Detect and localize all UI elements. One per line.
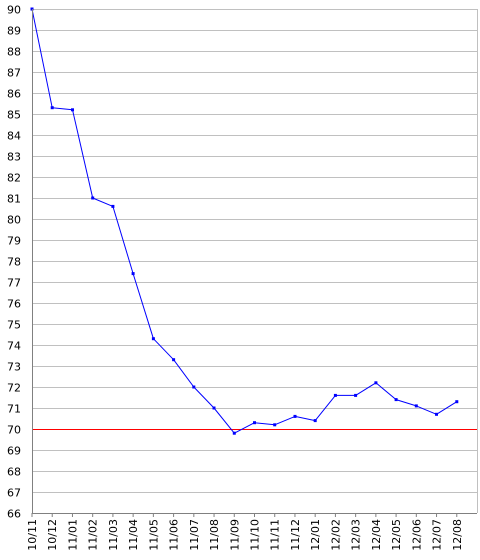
x-tick-label: 12/02 <box>329 519 342 551</box>
data-point <box>354 393 358 397</box>
data-point <box>212 406 216 410</box>
x-tick-label: 11/04 <box>127 519 140 551</box>
data-point <box>435 412 438 416</box>
x-tick-label: 12/01 <box>309 519 322 551</box>
y-tick-label: 81 <box>7 193 21 206</box>
data-point <box>455 400 459 404</box>
y-tick-labels: 66 67 68 69 70 71 72 73 74 75 76 77 78 79 80 81 82 83 84 85… <box>7 4 21 521</box>
x-tick-label: 11/05 <box>147 519 160 551</box>
x-tick-label: 11/03 <box>107 519 120 551</box>
y-tick-label: 72 <box>7 382 21 395</box>
data-point <box>91 196 95 200</box>
y-tick-label: 89 <box>7 25 21 38</box>
x-tick-label: 12/03 <box>350 519 363 551</box>
axes <box>31 9 478 517</box>
x-tick-label: 11/06 <box>168 519 181 551</box>
data-point <box>111 204 115 208</box>
data-point <box>232 431 236 435</box>
data-point <box>131 272 135 276</box>
x-tick-labels: 10/11 10/12 11/01 11/02 11/03 11/04 11/05 11/06… <box>26 519 464 551</box>
x-tick-label: 11/02 <box>87 519 100 551</box>
data-point <box>333 393 337 397</box>
data-point <box>172 358 176 362</box>
y-tick-label: 87 <box>7 67 21 80</box>
data-point <box>50 106 54 110</box>
y-tick-label: 67 <box>7 487 21 500</box>
data-point <box>414 404 418 408</box>
y-tick-label: 83 <box>7 151 21 164</box>
y-tick-label: 78 <box>7 256 21 269</box>
x-tick-label: 10/11 <box>26 519 39 551</box>
grid-lines <box>32 9 477 514</box>
x-tick-label: 12/06 <box>410 519 423 551</box>
series-line-0 <box>31 8 458 434</box>
x-tick-label: 11/01 <box>66 519 79 551</box>
x-tick-label: 12/05 <box>390 519 403 551</box>
y-tick-label: 66 <box>7 508 21 521</box>
y-tick-label: 85 <box>7 109 21 122</box>
data-point <box>71 108 74 112</box>
y-tick-label: 70 <box>7 424 21 437</box>
y-tick-label: 90 <box>7 4 21 17</box>
data-point <box>273 423 277 427</box>
x-tick-label: 11/12 <box>289 519 302 551</box>
y-tick-label: 74 <box>7 340 21 353</box>
x-tick-label: 12/04 <box>370 519 383 551</box>
data-point <box>293 414 297 418</box>
y-tick-label: 84 <box>7 130 21 143</box>
x-tick-label: 11/10 <box>249 519 262 551</box>
data-point <box>192 385 196 389</box>
y-tick-label: 76 <box>7 298 21 311</box>
y-tick-label: 73 <box>7 361 21 374</box>
data-point <box>313 419 317 423</box>
y-tick-label: 86 <box>7 88 21 101</box>
x-tick-label: 12/07 <box>431 519 444 551</box>
y-tick-label: 77 <box>7 277 21 290</box>
y-tick-label: 68 <box>7 466 21 479</box>
series-group <box>30 7 459 435</box>
y-tick-label: 88 <box>7 46 21 59</box>
y-tick-label: 80 <box>7 214 21 227</box>
x-tick-label: 10/12 <box>46 519 59 551</box>
y-tick-label: 71 <box>7 403 21 416</box>
y-tick-label: 69 <box>7 445 21 458</box>
x-tick-label: 11/09 <box>228 519 241 551</box>
data-point <box>394 398 398 402</box>
y-tick-label: 75 <box>7 319 21 332</box>
x-tick-label: 11/07 <box>188 519 201 551</box>
data-point <box>374 381 378 385</box>
x-tick-label: 11/11 <box>269 519 282 551</box>
x-tick-label: 11/08 <box>208 519 221 551</box>
y-tick-label: 79 <box>7 235 21 248</box>
x-tick-label: 12/08 <box>451 519 464 551</box>
y-tick-label: 82 <box>7 172 21 185</box>
data-point <box>253 421 256 425</box>
data-point <box>151 337 155 341</box>
